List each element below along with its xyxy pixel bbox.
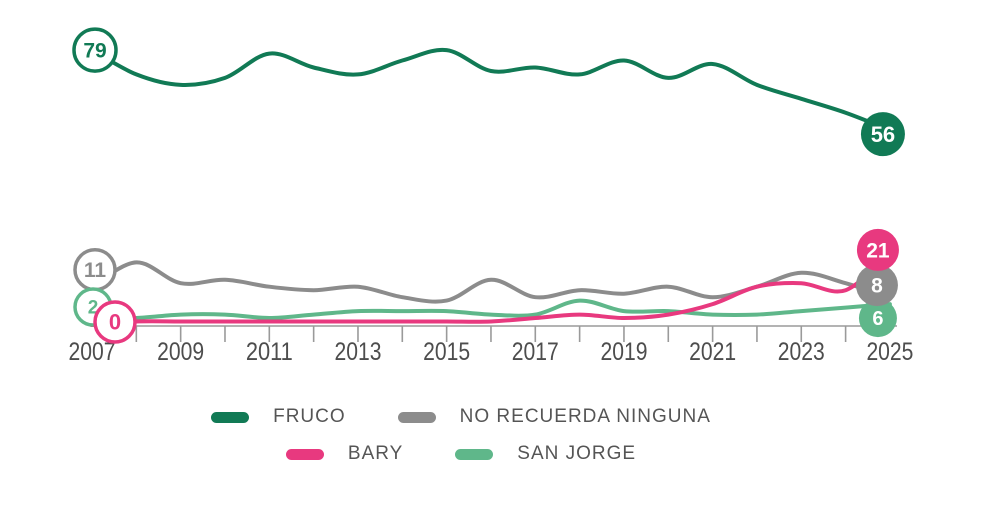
- endpoint-badge-circle: [860, 112, 905, 157]
- x-axis-label: 2015: [423, 338, 470, 366]
- series-line-no-recuerda-ninguna: [90, 260, 892, 304]
- x-axis-label: 2023: [778, 338, 825, 366]
- x-axis-label: 2011: [246, 338, 293, 366]
- endpoint-badge-value: 8: [871, 275, 883, 298]
- legend-swatch-san-jorge: [455, 448, 494, 460]
- legend-item-san-jorge: SAN JORGE: [455, 443, 636, 465]
- endpoint-badge-value: 2: [88, 298, 99, 319]
- endpoint-badge-circle: [93, 300, 137, 344]
- legend-label-fruco: FRUCO: [273, 406, 346, 427]
- endpoint-badge-value: 79: [83, 39, 106, 62]
- legend-label-no-recuerda-ninguna: NO RECUERDA NINGUNA: [459, 406, 711, 427]
- x-axis-label: 2025: [866, 338, 913, 366]
- endpoint-badge-circle: [856, 228, 899, 271]
- endpoint-badge-value: 11: [84, 259, 107, 282]
- legend-swatch-no-recuerda-ninguna: [397, 411, 436, 423]
- endpoint-badge-circle: [72, 27, 118, 73]
- endpoint-badge-value: 56: [871, 122, 895, 147]
- x-axis-label: 2019: [600, 338, 647, 366]
- legend-label-san-jorge: SAN JORGE: [517, 443, 637, 464]
- legend-item-bary: BARY: [285, 443, 404, 465]
- endpoint-badge-circle: [858, 299, 897, 338]
- series-line-bary: [90, 249, 892, 327]
- series-line-san-jorge: [90, 298, 892, 321]
- x-axis-label: 2007: [69, 338, 116, 366]
- x-axis-label: 2009: [157, 338, 204, 366]
- endpoint-badge-value: 21: [866, 239, 890, 262]
- legend-item-no-recuerda-ninguna: NO RECUERDA NINGUNA: [397, 406, 711, 428]
- x-axis-label: 2013: [334, 338, 381, 366]
- legend-label-bary: BARY: [347, 443, 404, 464]
- legend-row-1: FRUCO NO RECUERDA NINGUNA: [0, 406, 922, 428]
- line-chart: 2007 2009 2011 2013 2015 2017 2019 2021 2023 2025…: [69, 27, 913, 366]
- legend-swatch-bary: [285, 448, 324, 460]
- legend-swatch-fruco: [211, 411, 250, 423]
- endpoint-badge-circle: [855, 264, 898, 307]
- legend-item-fruco: FRUCO: [211, 406, 346, 428]
- x-axis-label: 2017: [512, 338, 559, 366]
- series-line-fruco: [90, 47, 892, 133]
- endpoint-badge-value: 6: [872, 308, 883, 330]
- x-axis-label: 2021: [689, 338, 736, 366]
- endpoint-badge-value: 0: [109, 310, 121, 335]
- chart-legend: FRUCO NO RECUERDA NINGUNA BARY SAN JORGE: [0, 406, 1000, 465]
- legend-row-2: BARY SAN JORGE: [0, 443, 922, 465]
